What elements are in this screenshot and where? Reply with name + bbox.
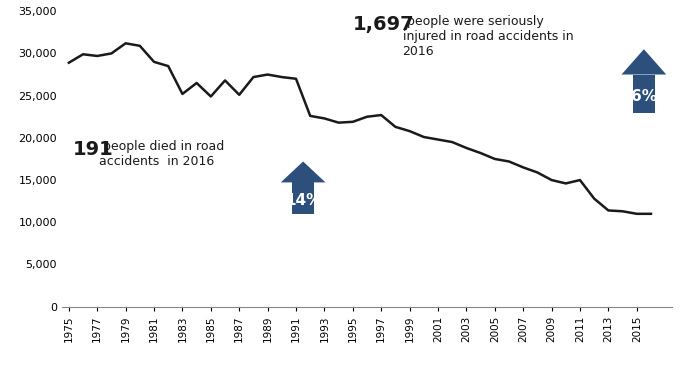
Text: 1,697: 1,697 — [353, 15, 414, 34]
Polygon shape — [292, 183, 314, 214]
Text: 14%: 14% — [285, 193, 321, 208]
Text: 191: 191 — [73, 140, 114, 159]
Polygon shape — [622, 49, 666, 74]
Polygon shape — [633, 74, 654, 113]
Text: people were seriously
injured in road accidents in
2016: people were seriously injured in road ac… — [403, 15, 573, 58]
Text: 6%: 6% — [631, 89, 657, 104]
Polygon shape — [281, 162, 325, 183]
Text: people died in road
accidents  in 2016: people died in road accidents in 2016 — [99, 140, 224, 168]
